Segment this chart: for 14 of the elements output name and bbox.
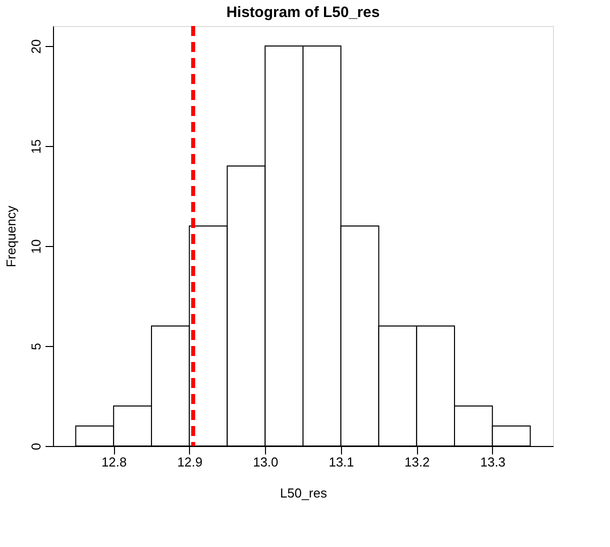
y-tick-label: 0 xyxy=(28,442,44,450)
x-tick-label: 13.2 xyxy=(404,454,430,470)
y-tick-label: 10 xyxy=(28,239,44,254)
x-tick-label: 13.3 xyxy=(480,454,506,470)
y-tick-label: 5 xyxy=(28,342,44,350)
x-tick-label: 13.1 xyxy=(328,454,354,470)
y-tick-label: 20 xyxy=(28,39,44,54)
y-axis-title: Frequency xyxy=(4,205,18,268)
x-axis-title: L50_res xyxy=(280,486,328,500)
x-tick-label: 12.8 xyxy=(101,454,127,470)
chart-title: Histogram of L50_res xyxy=(226,4,380,21)
x-tick-label: 13.0 xyxy=(252,454,278,470)
x-tick-label: 12.9 xyxy=(177,454,203,470)
y-tick-label: 15 xyxy=(28,139,44,154)
